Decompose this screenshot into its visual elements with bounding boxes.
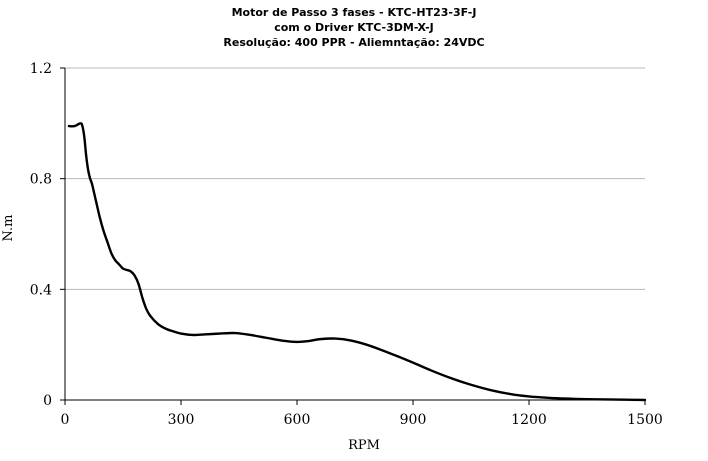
y-axis-label: N.m xyxy=(1,214,16,241)
y-tick-label-0: 0 xyxy=(43,393,52,409)
y-tick-label-1: 0.4 xyxy=(30,282,52,298)
x-tick-label-1: 300 xyxy=(168,412,195,428)
x-axis-label: RPM xyxy=(348,438,380,453)
chart-title-line-2: com o Driver KTC-3DM-X-J xyxy=(274,21,434,34)
torque-curve-line-0 xyxy=(67,122,647,402)
y-tick-label-3: 1.2 xyxy=(30,61,52,77)
axes xyxy=(60,67,646,405)
chart-title-line-3: Resolução: 400 PPR - Aliemntação: 24VDC xyxy=(223,36,485,49)
x-tick-label-3: 900 xyxy=(400,412,427,428)
tick-labels: 0 0.4 0.8 1.2 0 300 600 900 1200 1500 xyxy=(30,61,663,428)
x-tick-label-5: 1500 xyxy=(627,412,663,428)
x-tick-label-2: 600 xyxy=(284,412,311,428)
series-layer xyxy=(67,122,647,402)
y-tick-label-2: 0.8 xyxy=(30,172,52,188)
x-tick-label-0: 0 xyxy=(61,412,70,428)
x-tick-label-4: 1200 xyxy=(511,412,547,428)
gridlines xyxy=(65,67,645,290)
chart-title-line-1: Motor de Passo 3 fases - KTC-HT23-3F-J xyxy=(231,6,477,19)
